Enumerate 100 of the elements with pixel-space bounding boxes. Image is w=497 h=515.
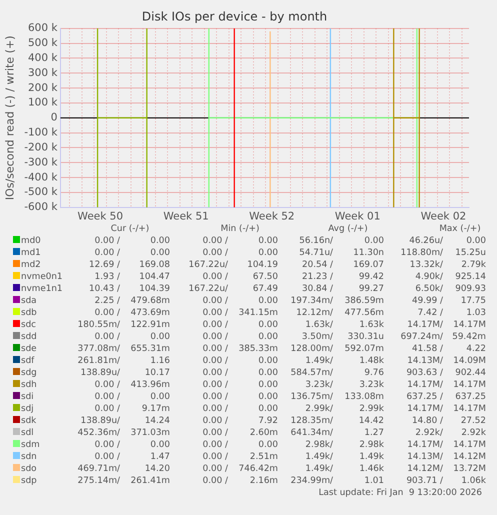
legend-label: sde (20, 344, 37, 354)
text: 2.25 / 479.68m (94, 296, 170, 306)
text: 903.63 / 902.44 (406, 368, 486, 378)
text: 0.00 / 9.17m (94, 404, 170, 414)
text: 0.00 / 473.69m (94, 308, 170, 318)
text: 3.50m/ 330.31u (302, 332, 384, 342)
text: 2.98k/ 2.98k (305, 440, 384, 450)
text: Max (-/+) (438, 224, 482, 234)
text: 275.14m/ 261.41m (78, 476, 170, 486)
text: 1.49k/ 1.46k (305, 464, 384, 474)
text: 12.12m/ 477.56m (296, 308, 384, 318)
x-tick-label: Week 51 (163, 210, 209, 222)
text: 56.16n/ 0.00 (299, 236, 384, 246)
legend-label: sdd (20, 332, 37, 342)
text: 903.71 / 1.06k (406, 476, 486, 486)
y-tick-label: 500 k (28, 37, 58, 50)
legend-label: sdj (20, 404, 34, 414)
legend-label: md1 (20, 248, 41, 258)
text: 0.00 / 746.42m (202, 464, 278, 474)
legend-label: sdm (20, 440, 40, 450)
text: Min (-/+) (220, 224, 260, 234)
chart-title: Disk IOs per device - by month (142, 9, 328, 24)
text: 10.43 / 104.39 (89, 284, 170, 294)
text: 1.49k/ 1.49k (305, 452, 384, 462)
text: 0.00 / 7.92 (202, 416, 278, 426)
y-tick-label: -600 k (24, 201, 58, 214)
text: 234.99m/ 1.01 (290, 476, 384, 486)
text: 637.25 / 637.25 (406, 392, 486, 402)
text: 0.00 / 0.00 (202, 440, 278, 450)
legend-label: sdf (20, 356, 34, 366)
text: 1.49k/ 1.48k (305, 356, 384, 366)
x-tick-label: Week 02 (420, 210, 466, 222)
legend-label: sdi (20, 392, 34, 402)
legend-label: sdl (20, 428, 34, 438)
y-tick-label: 0 (50, 112, 58, 124)
text: 128.35m/ 14.42 (290, 416, 384, 426)
text: 0.00 / 413.96m (94, 380, 170, 390)
text: 136.75m/ 133.08m (290, 392, 384, 402)
text: 167.22u/ 67.49 (188, 284, 278, 294)
y-tick-label: -100 k (24, 126, 58, 139)
legend-label: sdk (20, 416, 36, 426)
text: 0.00 / 0.00 (202, 368, 278, 378)
x-tick-label: Week 01 (334, 210, 380, 222)
text: 0.00 / 341.15m (202, 308, 278, 318)
text: 138.89u/ 10.17 (80, 368, 170, 378)
legend-label: sda (20, 296, 37, 306)
text: 0.00 / 385.33m (202, 344, 278, 354)
text: 0.00 / 0.00 (202, 392, 278, 402)
x-tick-label: Week 50 (78, 210, 124, 222)
text: 14.17M/ 14.17M (407, 320, 486, 330)
x-tick-label: Week 52 (249, 210, 295, 222)
text: 21.23 / 99.42 (302, 272, 384, 282)
text: 469.71m/ 14.20 (78, 464, 170, 474)
text: 14.17M/ 14.17M (407, 440, 486, 450)
y-tick-label: 400 k (28, 52, 58, 64)
text: 41.58 / 4.22 (412, 344, 486, 354)
text: 0.00 / 0.00 (94, 392, 170, 402)
y-tick-label: 100 k (28, 96, 58, 109)
text: 2.92k/ 2.92k (415, 428, 486, 438)
text: 0.00 / 0.00 (202, 356, 278, 366)
y-tick-label: -500 k (24, 186, 58, 198)
text: 0.00 / 0.00 (202, 332, 278, 342)
text: 1.63k/ 1.63k (305, 320, 384, 330)
text: 20.54 / 169.07 (302, 260, 384, 270)
text: 0.00 / 0.00 (94, 236, 170, 246)
text: 0.00 / 0.00 (202, 320, 278, 330)
text: Cur (-/+) (110, 224, 150, 234)
text: 14.80 / 27.52 (412, 416, 486, 426)
text: 197.34m/ 386.59m (290, 296, 384, 306)
legend-label: sdn (20, 452, 37, 462)
y-tick-label: -200 k (24, 141, 58, 154)
legend-label: sdc (20, 320, 36, 330)
text: 0.00 / 0.00 (202, 404, 278, 414)
legend-label: sdo (20, 464, 37, 474)
text: 12.69 / 169.08 (89, 260, 170, 270)
text: 641.34m/ 1.27 (290, 428, 384, 438)
legend-label: md0 (20, 236, 41, 246)
legend-label: md2 (20, 260, 41, 270)
text: 1.93 / 104.47 (94, 272, 170, 282)
text: 0.00 / 0.00 (202, 380, 278, 390)
text: 14.12M/ 13.72M (407, 464, 486, 474)
legend-label: nvme0n1 (20, 272, 63, 282)
text: 3.23k/ 3.23k (305, 380, 384, 390)
legend-label: sdb (20, 308, 37, 318)
text: 0.00 / 2.16m (202, 476, 278, 486)
text: 0.00 / 0.00 (202, 236, 278, 246)
text: 14.17M/ 14.17M (407, 404, 486, 414)
legend-label: nvme1n1 (20, 284, 63, 294)
text: 0.00 / 1.47 (94, 452, 170, 462)
text: 0.00 / 2.60m (202, 428, 278, 438)
y-tick-label: 300 k (28, 66, 58, 79)
text: 167.22u/ 104.19 (188, 260, 278, 270)
y-tick-label: -400 k (24, 171, 58, 184)
text: 2.99k/ 2.99k (305, 404, 384, 414)
text: 0.00 / 0.00 (94, 440, 170, 450)
text: 4.90k/ 925.14 (415, 272, 486, 282)
text: 0.00 / 0.00 (94, 332, 170, 342)
text: 54.71u/ 11.30n (299, 248, 384, 258)
text: 128.00m/ 592.07m (290, 344, 384, 354)
text: 7.42 / 1.03 (418, 308, 486, 318)
